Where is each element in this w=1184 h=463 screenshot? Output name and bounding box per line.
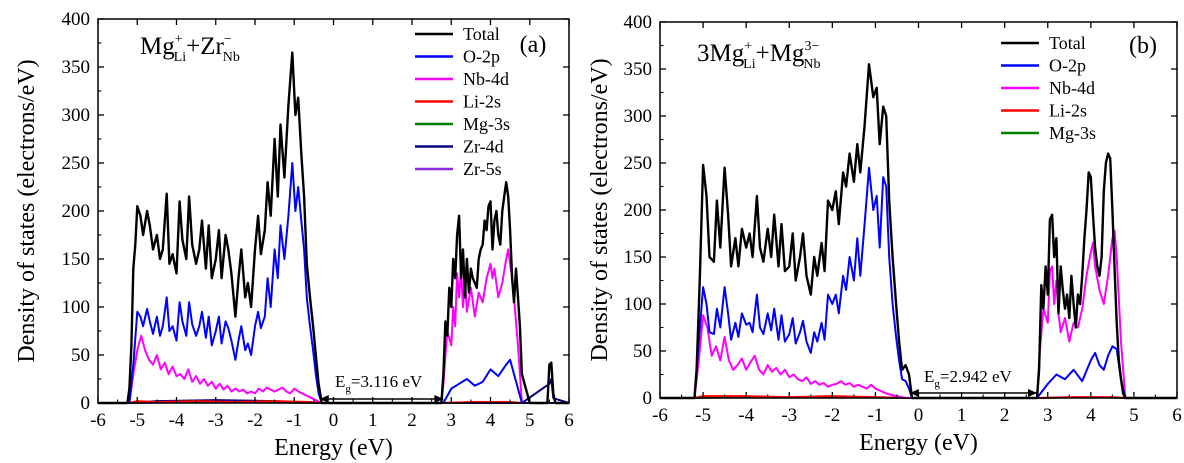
x-tick-label: 0 <box>329 410 339 431</box>
series-line-nb-4d <box>98 248 569 404</box>
band-gap-label: Eg=3.116 eV <box>335 372 423 395</box>
x-tick-label: -3 <box>781 405 797 426</box>
x-tick-label: -1 <box>868 405 884 426</box>
legend-label: Zr-5s <box>463 159 502 179</box>
series-line-o-2p <box>660 166 1177 399</box>
y-tick-label: 0 <box>643 388 653 409</box>
y-tick-label: 300 <box>62 105 91 126</box>
dos-panel-b: -6 -5 -4 -3 -2 -1 0 1 2 3 4 5 6 0 50 100 150 200 250 300 350… <box>587 12 1182 456</box>
panel-label: (a) <box>520 32 547 58</box>
band-gap-label: Eg=2.942 eV <box>924 367 1013 390</box>
band-gap-arrowhead-left <box>909 389 919 397</box>
legend-label: O-2p <box>463 47 500 67</box>
y-tick-label: 250 <box>62 153 91 174</box>
y-tick-label: 0 <box>81 393 91 414</box>
legend-label: O-2p <box>1049 56 1086 76</box>
y-tick-label: 200 <box>62 201 91 222</box>
x-tick-label: -2 <box>247 410 263 431</box>
series-line-total <box>98 51 569 405</box>
band-gap-arrowhead-right <box>1027 389 1037 397</box>
x-tick-label: -6 <box>652 405 668 426</box>
legend-label: Nb-4d <box>463 69 509 89</box>
y-tick-label: 50 <box>633 341 652 362</box>
y-tick-label: 50 <box>71 345 90 366</box>
x-tick-label: -3 <box>208 410 224 431</box>
band-gap-arrowhead-left <box>319 395 329 403</box>
x-tick-label: 0 <box>914 405 924 426</box>
x-tick-label: -5 <box>695 405 711 426</box>
x-tick-label: -4 <box>169 410 185 431</box>
x-tick-label: 1 <box>368 410 378 431</box>
x-tick-label: 6 <box>564 410 574 431</box>
y-tick-label: 150 <box>62 249 91 270</box>
defect-annotation: Mg+ Li+Zr− Nb <box>140 32 240 65</box>
series-line-nb-4d <box>660 229 1177 399</box>
legend-label: Zr-4d <box>463 137 504 157</box>
legend-label: Li-2s <box>463 92 501 112</box>
x-tick-label: 3 <box>1043 405 1053 426</box>
y-tick-label: 400 <box>624 12 653 33</box>
y-axis-label: Density of states (electrons/eV) <box>14 59 40 362</box>
y-tick-label: 350 <box>624 59 653 80</box>
x-tick-label: 5 <box>525 410 535 431</box>
legend-label: Mg-3s <box>1049 123 1096 143</box>
legend-label: Nb-4d <box>1049 78 1095 98</box>
x-tick-label: -4 <box>738 405 754 426</box>
x-tick-label: -2 <box>824 405 840 426</box>
x-tick-label: 5 <box>1129 405 1139 426</box>
x-tick-label: 4 <box>486 410 496 431</box>
legend-label: Total <box>1049 33 1086 53</box>
y-tick-label: 250 <box>624 153 653 174</box>
band-gap-arrowhead-right <box>434 395 444 403</box>
y-tick-label: 200 <box>624 200 653 221</box>
x-axis-label: Energy (eV) <box>274 435 393 461</box>
x-tick-label: 3 <box>447 410 457 431</box>
y-tick-label: 100 <box>62 297 91 318</box>
x-tick-label: 4 <box>1086 405 1096 426</box>
x-tick-label: 2 <box>1000 405 1010 426</box>
x-tick-label: 1 <box>957 405 967 426</box>
dos-panel-a: -6 -5 -4 -3 -2 -1 0 1 2 3 4 5 6 0 50 100 150 200 250 300 350… <box>14 9 574 461</box>
defect-annotation: 3Mg+ Li+Mg3− Nb <box>697 39 820 72</box>
y-tick-label: 100 <box>624 294 653 315</box>
y-tick-label: 300 <box>624 106 653 127</box>
series-line-total <box>660 63 1177 400</box>
y-tick-label: 350 <box>62 57 91 78</box>
series-line-o-2p <box>98 162 569 404</box>
legend-label: Total <box>463 24 500 44</box>
x-tick-label: 6 <box>1172 405 1182 426</box>
x-axis-label: Energy (eV) <box>859 430 978 456</box>
x-tick-label: 2 <box>407 410 417 431</box>
x-tick-label: -6 <box>90 410 106 431</box>
y-axis-label: Density of states (electrons/eV) <box>587 58 613 361</box>
series-line-li-2s <box>98 400 569 404</box>
legend-label: Li-2s <box>1049 101 1087 121</box>
panel-label: (b) <box>1129 33 1157 59</box>
legend-label: Mg-3s <box>463 114 510 134</box>
plot-frame <box>659 21 1178 399</box>
y-tick-label: 400 <box>62 9 91 30</box>
x-tick-label: -1 <box>286 410 302 431</box>
x-tick-label: -5 <box>129 410 145 431</box>
y-tick-label: 150 <box>624 247 653 268</box>
